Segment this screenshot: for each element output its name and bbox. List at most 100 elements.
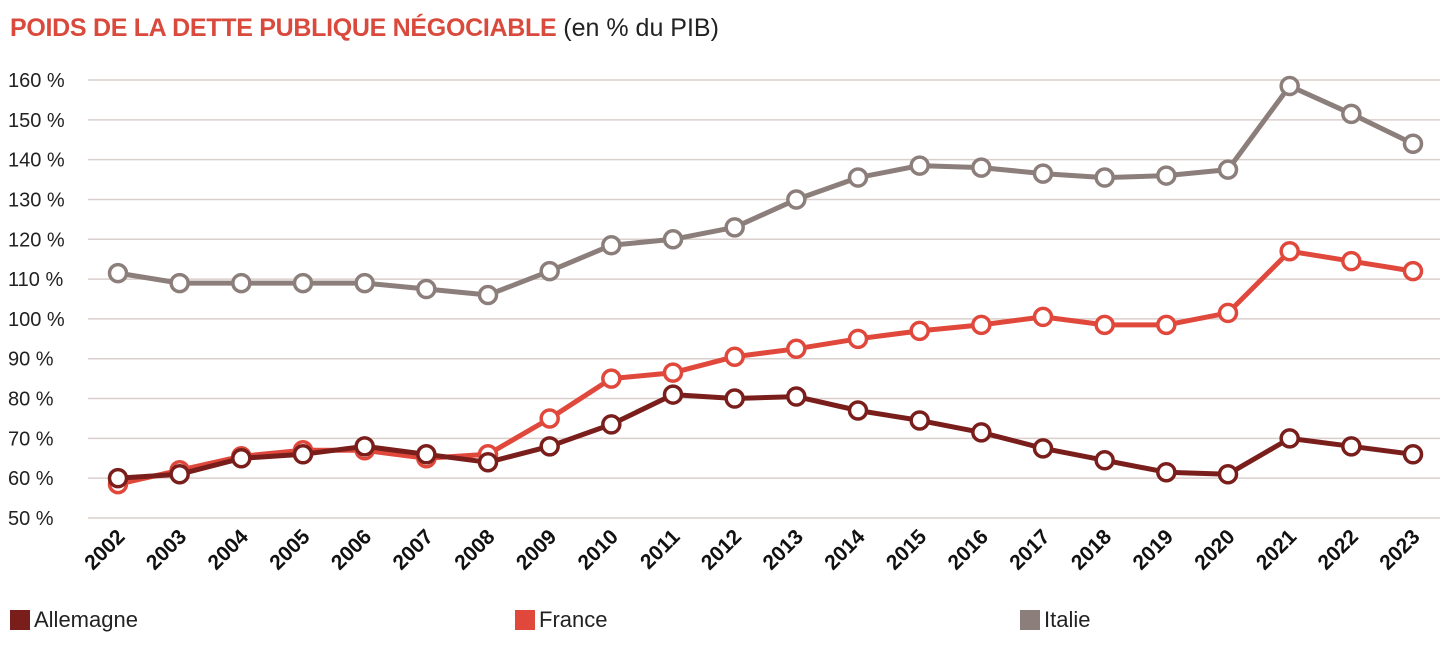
- x-tick-label: 2002: [80, 525, 129, 574]
- data-point-italie: [724, 217, 745, 238]
- data-point-italie: [1156, 165, 1177, 186]
- data-point-allemagne: [601, 414, 622, 435]
- data-point-allemagne: [971, 422, 992, 443]
- data-point-allemagne: [1094, 450, 1115, 471]
- x-tick-label: 2014: [820, 525, 870, 575]
- y-tick-label: 60 %: [8, 468, 54, 490]
- data-point-allemagne: [107, 467, 129, 489]
- data-point-italie: [971, 157, 992, 178]
- data-point-france: [662, 362, 684, 383]
- data-point-italie: [354, 272, 375, 294]
- series-line-allemagne: [117, 392, 1414, 481]
- data-point-italie: [169, 272, 190, 294]
- data-point-italie: [1217, 159, 1239, 180]
- chart-title: POIDS DE LA DETTE PUBLIQUE NÉGOCIABLE (e…: [10, 14, 719, 43]
- x-tick-label: 2019: [1129, 525, 1178, 574]
- data-point-france: [1402, 260, 1424, 282]
- y-tick-label: 110 %: [8, 269, 63, 291]
- data-point-allemagne: [354, 436, 375, 457]
- data-point-france: [1032, 306, 1054, 328]
- x-tick-label: 2017: [1005, 525, 1054, 574]
- data-point-france: [1156, 314, 1177, 336]
- x-tick-label: 2004: [204, 525, 254, 575]
- data-point-italie: [231, 272, 252, 294]
- y-tick-label: 130 %: [8, 189, 65, 211]
- data-point-allemagne: [231, 448, 252, 469]
- data-point-italie: [107, 262, 129, 284]
- chart-title-sub: (en % du PIB): [556, 14, 719, 42]
- legend-label-allemagne: Allemagne: [34, 607, 138, 632]
- data-point-france: [601, 368, 622, 389]
- data-point-italie: [416, 278, 437, 300]
- data-point-italie: [786, 189, 807, 210]
- x-tick-label: 2005: [265, 525, 315, 575]
- data-point-italie: [292, 272, 314, 294]
- data-point-allemagne: [909, 410, 930, 431]
- data-point-allemagne: [1156, 461, 1177, 483]
- series-line-italie: [117, 83, 1415, 298]
- legend-item-france: France: [515, 607, 607, 633]
- data-point-allemagne: [724, 388, 745, 409]
- x-tick-label: 2003: [142, 525, 191, 574]
- data-point-france: [847, 328, 869, 350]
- x-tick-label: 2022: [1314, 525, 1363, 574]
- legend-swatch-france: [515, 610, 535, 630]
- x-tick-label: 2007: [389, 525, 438, 574]
- data-point-france: [971, 314, 992, 336]
- legend-swatch-allemagne: [10, 610, 30, 630]
- data-point-italie: [909, 155, 930, 176]
- data-point-allemagne: [1402, 444, 1424, 465]
- y-tick-label: 80 %: [8, 389, 54, 411]
- x-tick-label: 2015: [882, 525, 932, 575]
- data-point-france: [1341, 250, 1362, 272]
- data-point-france: [1217, 302, 1239, 324]
- legend-item-allemagne: Allemagne: [10, 607, 138, 633]
- x-tick-label: 2011: [636, 525, 685, 574]
- data-point-allemagne: [1217, 463, 1239, 485]
- legend-swatch-italie: [1020, 610, 1040, 630]
- data-point-allemagne: [662, 384, 684, 405]
- data-point-france: [1094, 314, 1115, 336]
- legend-label-france: France: [539, 607, 608, 632]
- x-tick-label: 2006: [327, 525, 376, 574]
- y-tick-label: 70 %: [8, 428, 54, 450]
- data-point-allemagne: [786, 386, 807, 407]
- x-tick-label: 2008: [450, 525, 500, 575]
- y-tick-label: 160 %: [8, 70, 65, 92]
- y-tick-label: 90 %: [8, 349, 54, 371]
- x-tick-label: 2012: [697, 525, 746, 574]
- x-tick-label: 2009: [512, 525, 561, 574]
- chart-title-main: POIDS DE LA DETTE PUBLIQUE NÉGOCIABLE: [10, 14, 557, 42]
- x-tick-label: 2016: [944, 525, 993, 574]
- data-point-allemagne: [292, 444, 314, 465]
- data-point-italie: [539, 260, 560, 282]
- data-point-italie: [847, 167, 869, 188]
- x-tick-label: 2023: [1375, 525, 1424, 574]
- y-tick-label: 140 %: [8, 150, 65, 172]
- data-point-allemagne: [1279, 428, 1300, 449]
- data-point-allemagne: [1341, 436, 1362, 457]
- data-point-italie: [1402, 133, 1424, 154]
- data-point-italie: [1341, 103, 1362, 125]
- y-tick-label: 150 %: [8, 110, 65, 132]
- x-tick-label: 2010: [574, 525, 623, 574]
- data-point-allemagne: [539, 436, 560, 457]
- data-point-italie: [1279, 75, 1300, 97]
- line-chart: 50 % 60 % 70 % 80 % 90 % 100 % 110 % 120 % 130 %…: [8, 70, 1440, 575]
- data-point-allemagne: [847, 400, 869, 421]
- data-point-allemagne: [416, 444, 437, 465]
- legend-label-italie: Italie: [1044, 607, 1091, 632]
- legend-item-italie: Italie: [1020, 607, 1090, 633]
- data-point-italie: [1094, 167, 1115, 188]
- data-point-italie: [477, 284, 499, 306]
- data-point-france: [1279, 240, 1300, 262]
- data-point-france: [786, 338, 807, 360]
- data-point-italie: [601, 234, 622, 256]
- x-tick-label: 2020: [1190, 525, 1239, 574]
- data-point-allemagne: [1032, 438, 1054, 459]
- x-tick-label: 2018: [1067, 525, 1117, 575]
- x-tick-label: 2013: [759, 525, 808, 574]
- data-point-italie: [662, 229, 684, 250]
- y-tick-label: 100 %: [8, 309, 65, 331]
- data-point-allemagne: [169, 463, 190, 485]
